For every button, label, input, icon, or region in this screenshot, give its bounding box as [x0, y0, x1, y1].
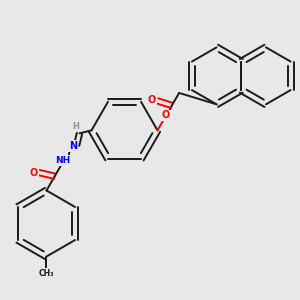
Text: O: O: [161, 110, 170, 121]
Text: CH₃: CH₃: [39, 268, 54, 278]
Text: O: O: [148, 95, 156, 105]
Text: NH: NH: [56, 156, 70, 165]
Text: O: O: [30, 168, 38, 178]
Text: H: H: [73, 122, 79, 131]
Text: N: N: [69, 141, 77, 151]
